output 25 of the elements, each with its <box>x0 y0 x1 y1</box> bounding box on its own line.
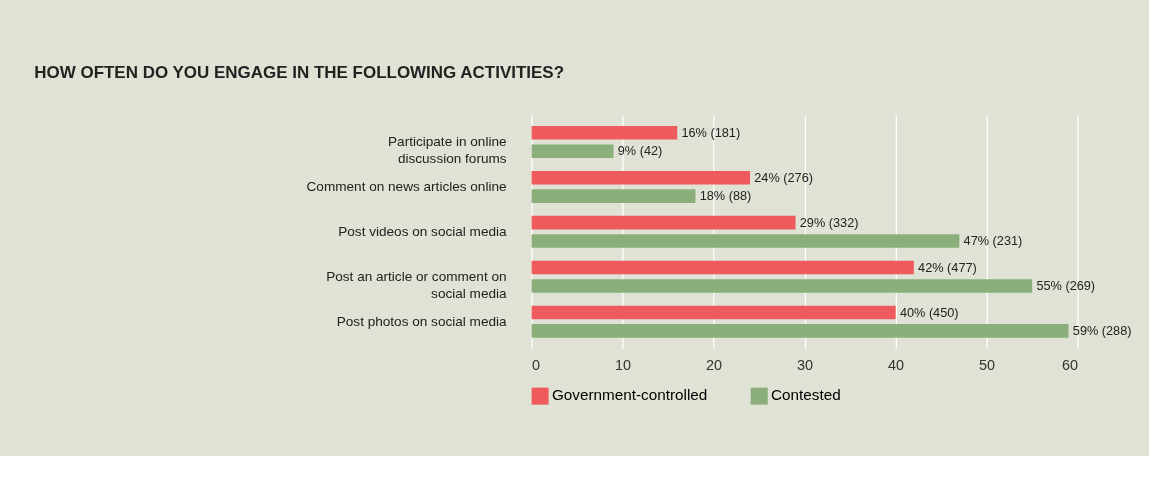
data-label: 24% (276) <box>754 169 813 185</box>
x-tick-label: 40 <box>888 357 905 374</box>
x-tick-label: 20 <box>706 357 723 374</box>
x-tick-label: 10 <box>615 357 632 374</box>
x-tick-label: 30 <box>797 357 814 374</box>
data-label: 40% (450) <box>899 304 959 320</box>
y-tick-label: Post an article or comment on social media <box>326 268 508 301</box>
x-tick-label: 0 <box>532 357 541 374</box>
y-tick-label: Participate in online discussion forums <box>388 134 507 167</box>
data-label: 16% (181) <box>681 125 741 141</box>
text: HOW OFTEN DO YOU ENGAGE IN THE FOLLOWING ACTIVITIES? <box>34 62 565 82</box>
x-tick-label: 60 <box>1062 357 1079 374</box>
y-tick-label: Comment on news articles online <box>306 179 507 195</box>
data-label: 29% (332) <box>799 214 859 230</box>
legend-label: Government-controlled <box>552 386 708 404</box>
data-label: 55% (269) <box>1036 278 1096 294</box>
x-tick-label: 50 <box>979 357 996 374</box>
data-label: 18% (88) <box>699 188 752 204</box>
y-tick-label: Post videos on social media <box>338 224 508 240</box>
legend-label: Contested <box>771 386 841 404</box>
y-tick-label: Post photos on social media <box>336 313 508 329</box>
data-label: 9% (42) <box>617 143 663 159</box>
data-label: 59% (288) <box>1072 323 1132 339</box>
data-label: 47% (231) <box>963 233 1023 249</box>
data-label: 42% (477) <box>918 259 977 275</box>
